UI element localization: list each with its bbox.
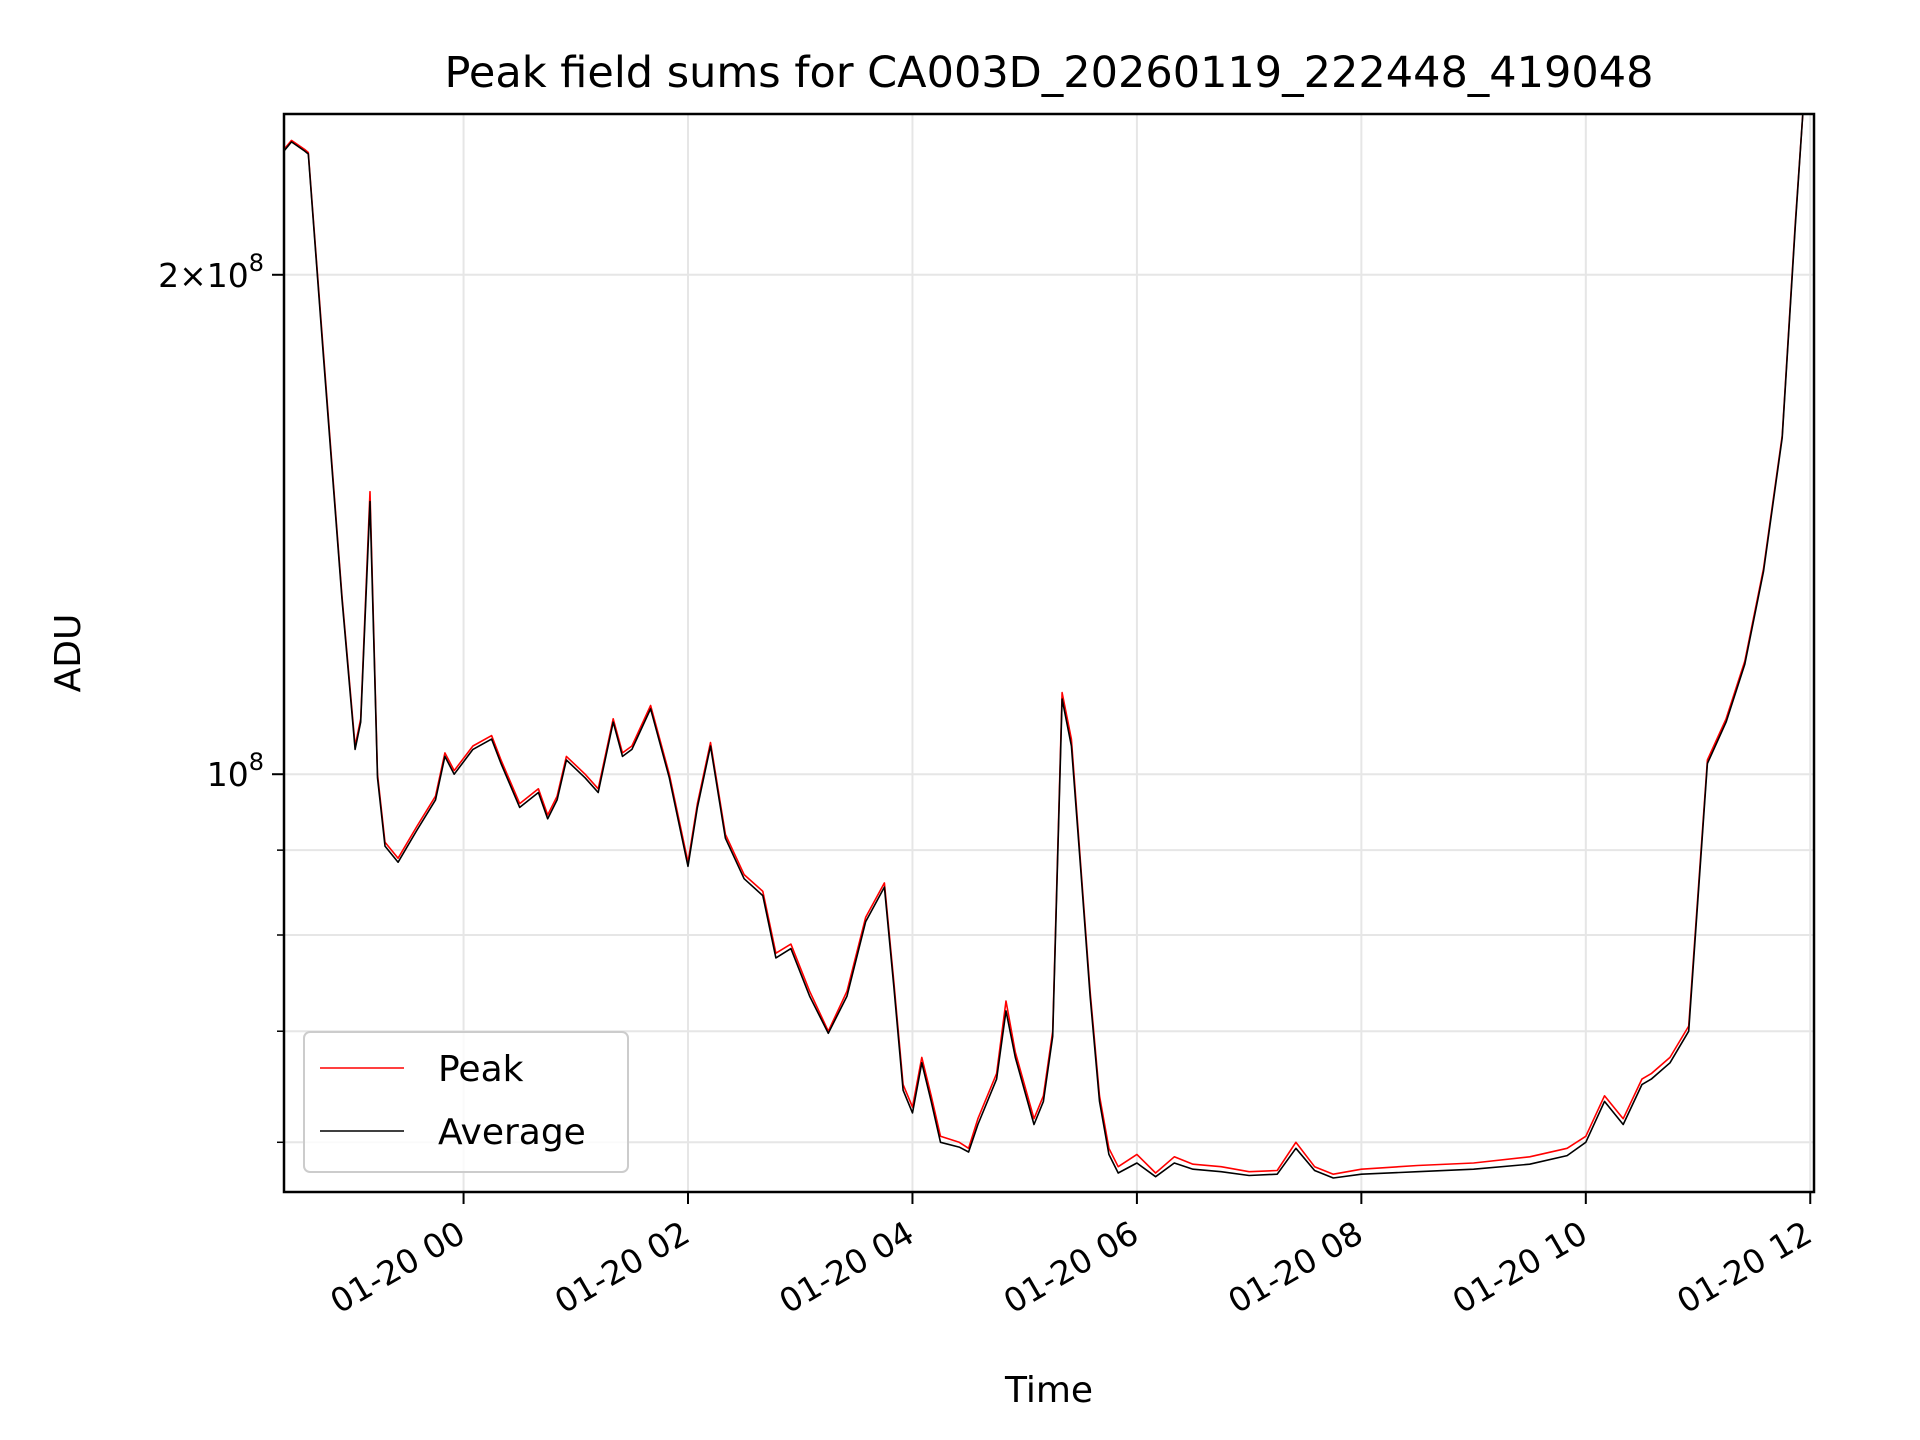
series-layer	[283, 113, 1814, 1179]
x-axis-label: Time	[1004, 1370, 1093, 1411]
y-axis-ticks: 2×108 108	[158, 249, 284, 1144]
y-axis-label: ADU	[48, 614, 89, 693]
legend-label-average: Average	[438, 1112, 586, 1153]
y-tick-label: 2×108	[158, 249, 264, 295]
plot-frame	[282, 112, 1816, 1194]
legend[interactable]: Peak Average	[303, 1031, 629, 1173]
legend-label-peak: Peak	[438, 1049, 524, 1090]
chart-title: Peak field sums for CA003D_20260119_2224…	[445, 48, 1654, 98]
y-tick-label: 108	[207, 748, 264, 794]
series-line-peak	[283, 113, 1814, 1175]
legend-box	[303, 1031, 629, 1173]
series-line-average	[283, 113, 1814, 1179]
